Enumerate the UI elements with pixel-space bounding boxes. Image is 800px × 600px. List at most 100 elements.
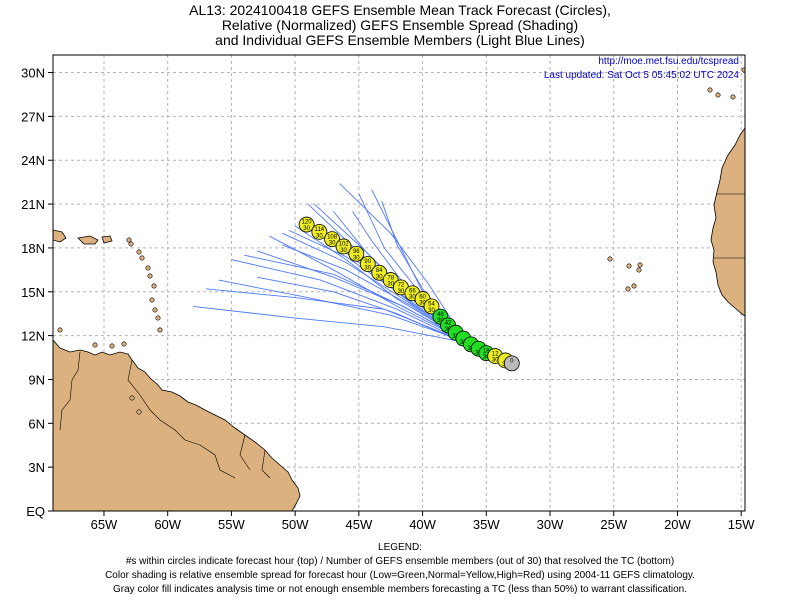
y-tick-label: EQ — [26, 504, 45, 519]
small-island — [152, 307, 158, 313]
chart-title-line-3: and Individual GEFS Ensemble Members (Li… — [215, 32, 585, 48]
mean-track-circle — [311, 223, 328, 240]
member-count-label: 30 — [303, 226, 310, 232]
atlantic-island — [730, 94, 736, 100]
y-tick-label: 15N — [21, 285, 45, 300]
member-count-label: 30 — [419, 301, 426, 307]
small-island — [136, 409, 142, 415]
colombia-border — [59, 351, 81, 431]
x-tick-label: 35W — [473, 517, 500, 532]
y-tick-label: 30N — [21, 66, 45, 81]
y-tick-label: 3N — [28, 460, 45, 475]
forecast-hour-label: 18 — [483, 348, 490, 354]
y-tick-label: 9N — [28, 372, 45, 387]
small-island — [121, 341, 127, 347]
atlantic-island — [607, 256, 613, 262]
mean-track-circle — [423, 298, 440, 315]
x-tick-label: 15W — [728, 517, 755, 532]
land-layer — [53, 67, 745, 511]
legend-line-3: Gray color fill indicates analysis time … — [113, 584, 687, 595]
chart-title-line-2: Relative (Normalized) GEFS Ensemble Spre… — [221, 17, 579, 33]
forecast-hour-label: 102 — [339, 242, 350, 248]
caribbean-small-islands — [57, 237, 163, 415]
mean-track-circle — [298, 216, 315, 233]
atlantic-island — [715, 92, 721, 98]
mean-track-point: 0 — [503, 355, 520, 372]
legend-line-1: #s within circles indicate forecast hour… — [125, 556, 675, 567]
y-tick-label: 21N — [21, 197, 45, 212]
small-island — [136, 249, 142, 255]
member-count-label: 30 — [364, 266, 371, 272]
small-island — [92, 342, 98, 348]
forecast-hour-label: 120 — [302, 220, 313, 226]
atlantic-island — [707, 87, 713, 93]
mean-track-circle — [348, 245, 365, 262]
forecast-hour-label: 60 — [419, 294, 426, 300]
atlantic-island — [636, 267, 642, 273]
y-tick-label: 24N — [21, 153, 45, 168]
africa-land — [710, 127, 745, 317]
y-tick-label: 12N — [21, 329, 45, 344]
member-count-label: 30 — [340, 248, 347, 254]
small-island — [126, 237, 132, 243]
chart-title-line-1: AL13: 2024100418 GEFS Ensemble Mean Trac… — [189, 2, 611, 18]
small-island — [57, 327, 63, 333]
member-count-label: 30 — [483, 355, 490, 361]
forecast-hour-label: 42 — [445, 321, 452, 327]
member-count-label: 30 — [329, 241, 336, 247]
small-island — [128, 241, 134, 247]
x-tick-label: 65W — [91, 517, 118, 532]
plot-frame — [52, 54, 746, 512]
mean-track-circle — [335, 238, 352, 255]
small-island — [129, 395, 135, 401]
forecast-hour-label: 84 — [376, 268, 383, 274]
member-count-label: 30 — [387, 282, 394, 288]
atlantic-islands — [607, 67, 745, 292]
forecast-hour-label: 90 — [364, 259, 371, 265]
last-updated-note: Last updated: Sat Oct 5 05:45:02 UTC 202… — [544, 70, 740, 81]
virgin-island — [101, 235, 113, 244]
south-america-land — [53, 339, 301, 511]
member-count-label: 30 — [376, 274, 383, 280]
small-island — [149, 297, 155, 303]
atlantic-island — [741, 67, 745, 73]
x-tick-label: 50W — [282, 517, 309, 532]
puerto-rico-island — [53, 229, 67, 243]
forecast-hour-label: 66 — [409, 288, 416, 294]
mean-track-circle — [359, 256, 376, 272]
atlantic-island — [637, 262, 643, 268]
venezuela-border — [127, 359, 201, 446]
member-count-label: 30 — [428, 308, 435, 314]
member-count-label: 30 — [398, 289, 405, 295]
x-tick-label: 40W — [409, 517, 436, 532]
forecast-hour-label: 0 — [510, 359, 514, 365]
small-island — [109, 343, 115, 349]
member-count-label: 30 — [409, 295, 416, 301]
legend-line-2: Color shading is relative ensemble sprea… — [105, 570, 695, 581]
forecast-hour-label: 114 — [315, 227, 325, 233]
small-island — [145, 265, 151, 271]
mean-track-circle — [324, 231, 340, 248]
lat-lon-grid — [53, 55, 745, 512]
atlantic-island — [631, 283, 637, 289]
member-count-label: 30 — [492, 358, 499, 364]
member-count-label: 30 — [316, 233, 323, 239]
small-island — [151, 283, 157, 289]
x-tick-label: 55W — [218, 517, 245, 532]
y-tick-label: 18N — [21, 241, 45, 256]
small-island — [157, 327, 163, 333]
member-count-label: 30 — [353, 255, 360, 261]
forecast-hour-label: 108 — [327, 234, 338, 240]
small-island — [147, 273, 153, 279]
small-island — [155, 315, 161, 321]
forecast-hour-label: 48 — [437, 312, 444, 318]
member-count-label: 30 — [437, 318, 444, 324]
